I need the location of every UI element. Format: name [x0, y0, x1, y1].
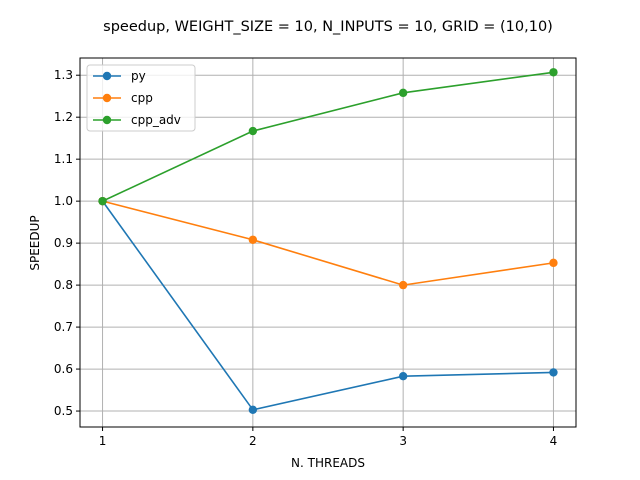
data-point-cpp — [549, 258, 558, 268]
data-point-cpp — [248, 235, 258, 244]
y-tick-label: 1.1 — [54, 152, 73, 166]
chart-title: speedup, WEIGHT_SIZE = 10, N_INPUTS = 10… — [103, 19, 553, 35]
legend-box — [86, 64, 196, 132]
tick-layer: 1 2 3 4 0.5 0.6 0.7 0.8 0.9 1.0 1.1 1.2 1.3 — [54, 68, 557, 448]
x-tick-label: 1 — [99, 434, 107, 448]
legend-label-cpp-adv: cpp_adv — [131, 113, 181, 127]
data-point-cpp-adv — [98, 196, 107, 206]
data-point-py — [549, 368, 558, 377]
series-layer — [98, 68, 558, 414]
y-tick-label: 0.6 — [54, 362, 73, 376]
x-tick-label: 3 — [399, 434, 407, 448]
x-tick-label: 4 — [550, 434, 558, 448]
y-tick-label: 1.2 — [54, 110, 73, 124]
data-point-cpp — [398, 280, 408, 290]
plot-frame — [79, 57, 577, 428]
legend-marker-cpp — [102, 93, 112, 103]
legend: py cpp cpp_adv — [86, 64, 196, 132]
x-tick-label: 2 — [249, 434, 257, 448]
data-point-cpp-adv — [549, 68, 558, 77]
data-point-py — [398, 372, 408, 381]
series-line-cpp — [102, 200, 554, 286]
y-tick-label: 0.9 — [54, 236, 73, 250]
data-point-cpp-adv — [248, 126, 258, 136]
legend-label-cpp: cpp — [131, 91, 153, 105]
legend-label-py: py — [131, 69, 146, 83]
series-line-cpp-adv — [102, 71, 554, 202]
legend-marker-cpp-adv — [102, 115, 112, 125]
data-point-cpp-adv — [398, 88, 408, 98]
data-point-py — [248, 405, 258, 414]
y-tick-label: 1.3 — [54, 68, 73, 82]
legend-marker-py — [102, 71, 112, 81]
y-tick-label: 1.0 — [54, 194, 73, 208]
x-axis-label: N. THREADS — [291, 456, 365, 470]
series-line-py — [101, 200, 554, 411]
y-tick-label: 0.5 — [54, 404, 73, 418]
y-tick-label: 0.8 — [54, 278, 73, 292]
y-tick-label: 0.7 — [54, 320, 73, 334]
y-axis-label: SPEEDUP — [28, 215, 42, 270]
